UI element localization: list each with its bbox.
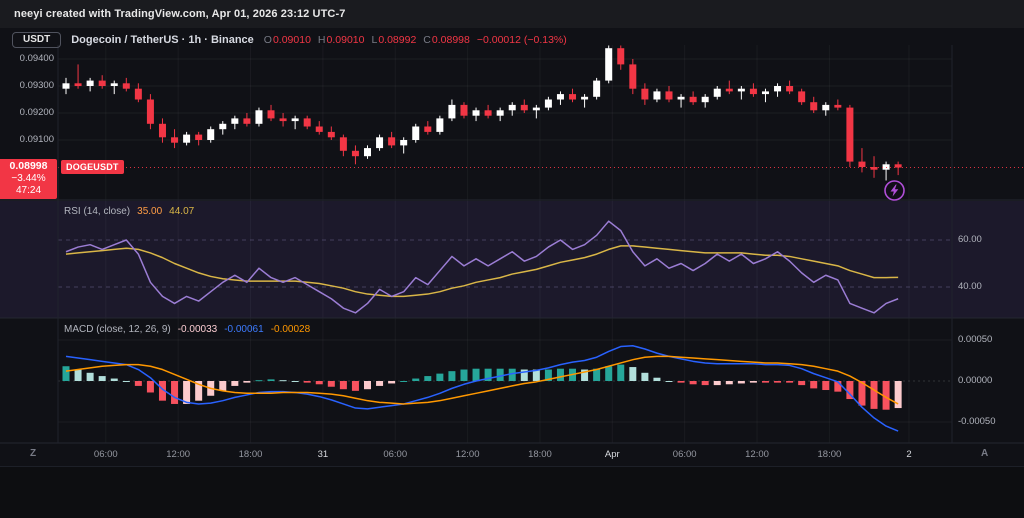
time-axis-label[interactable]: 06:00 <box>383 449 408 460</box>
rsi-axis-label[interactable]: 40.00 <box>958 281 982 292</box>
rsi-value: 35.00 <box>137 206 163 217</box>
symbol-title[interactable]: Dogecoin / TetherUS · 1h · Binance <box>71 33 254 46</box>
time-axis-label[interactable]: Apr <box>604 449 620 460</box>
time-axis-label[interactable]: 2 <box>906 449 912 460</box>
rsi-title: RSI (14, close) <box>64 206 131 217</box>
high-label: H <box>317 33 326 46</box>
time-axis-label[interactable]: 12:00 <box>166 449 191 460</box>
change-value: −0.00012 (−0.13%) <box>476 33 567 46</box>
rsi-ma-value: 44.07 <box>169 206 195 217</box>
time-axis-label[interactable]: 12:00 <box>455 449 480 460</box>
price-axis-label[interactable]: 0.09300 <box>19 80 54 91</box>
close-value: 0.08998 <box>431 33 470 46</box>
rsi-legend[interactable]: RSI (14, close) 35.00 44.07 <box>64 206 194 217</box>
close-label: C <box>423 33 431 46</box>
open-label: O <box>263 33 272 46</box>
footer: TradingView <box>0 466 1024 518</box>
time-axis-label[interactable]: 31 <box>317 449 329 460</box>
low-value: 0.08992 <box>378 33 417 46</box>
rsi-axis-label[interactable]: 60.00 <box>958 234 982 245</box>
legend-row: USDT Dogecoin / TetherUS · 1h · Binance … <box>12 31 567 48</box>
time-axis-label[interactable]: 06:00 <box>93 449 118 460</box>
quick-trade-badge[interactable] <box>883 179 906 202</box>
open-value: 0.09010 <box>272 33 311 46</box>
auto-scale-hint[interactable]: A <box>981 448 989 459</box>
currency-button[interactable]: USDT <box>12 31 62 48</box>
low-label: L <box>371 33 378 46</box>
macd-legend[interactable]: MACD (close, 12, 26, 9) -0.00033 -0.0006… <box>64 324 310 335</box>
price-axis-label[interactable]: 0.09400 <box>19 53 54 64</box>
high-value: 0.09010 <box>326 33 365 46</box>
macd-axis-label[interactable]: 0.00000 <box>958 375 993 386</box>
timezone-hint[interactable]: Z <box>30 448 37 459</box>
ohlc-values: O 0.09010 H 0.09010 L 0.08992 C 0.08998 −0.0… <box>264 34 567 46</box>
macd-axis-label[interactable]: 0.00050 <box>958 334 993 345</box>
time-axis-label[interactable]: 12:00 <box>745 449 769 460</box>
time-axis-label[interactable]: 18:00 <box>238 449 263 460</box>
watermark-text: neeyi created with TradingView.com, Apr … <box>14 8 346 20</box>
macd-axis-label[interactable]: -0.00050 <box>958 416 996 427</box>
symbol-tag: DOGEUSDT <box>61 160 124 174</box>
bar-countdown: 47:24 <box>15 185 42 196</box>
macd-signal-value: -0.00028 <box>270 324 311 335</box>
macd-line-value: -0.00061 <box>224 324 264 335</box>
rsi-pane-background <box>0 201 1024 318</box>
lightning-icon <box>884 180 905 201</box>
macd-title: MACD (close, 12, 26, 9) <box>64 324 171 335</box>
time-axis-label[interactable]: 18:00 <box>817 449 842 460</box>
last-price-tag: 0.08998 −3.44% 47:24 <box>0 159 57 199</box>
price-axis-label[interactable]: 0.09200 <box>19 107 54 118</box>
change-percent: −3.44% <box>11 172 46 184</box>
price-axis-label[interactable]: 0.09100 <box>19 134 54 145</box>
last-price: 0.08998 <box>9 160 48 172</box>
time-axis-label[interactable]: 18:00 <box>528 449 552 460</box>
macd-hist-value: -0.00033 <box>177 324 218 335</box>
time-axis-label[interactable]: 06:00 <box>672 449 697 460</box>
